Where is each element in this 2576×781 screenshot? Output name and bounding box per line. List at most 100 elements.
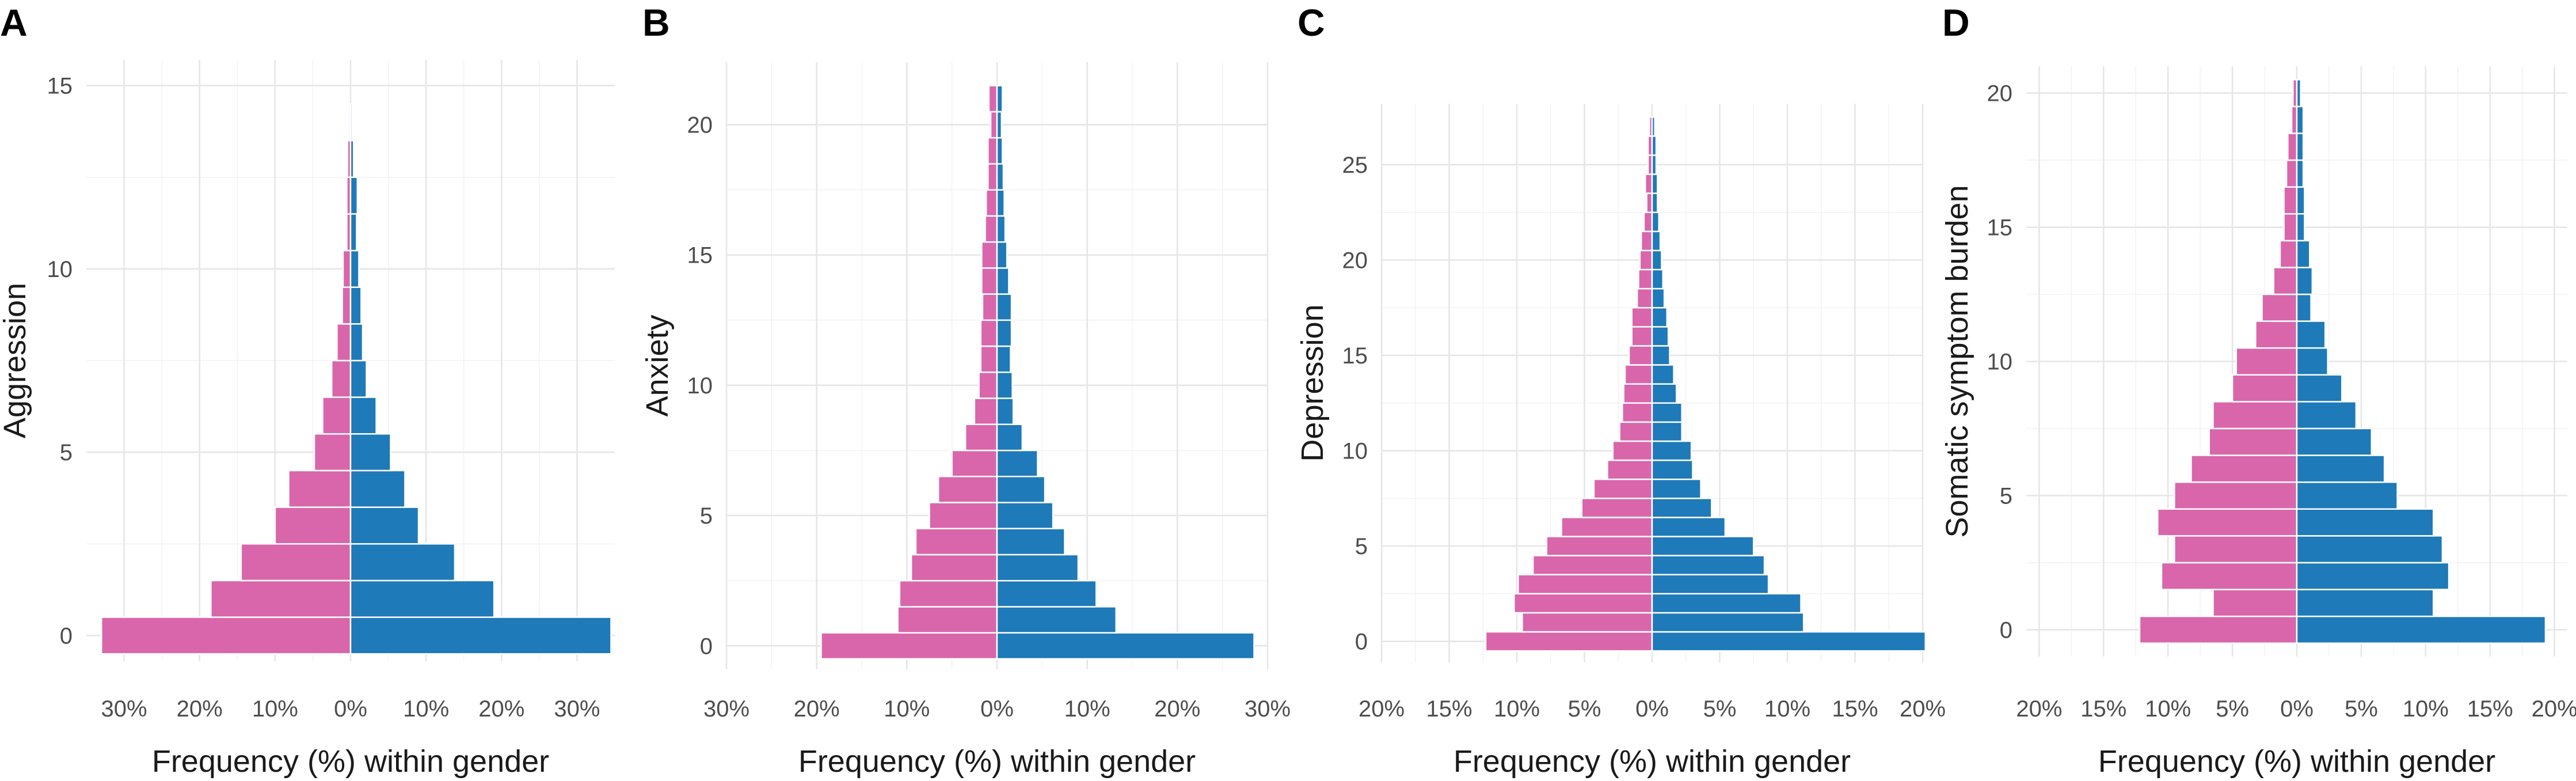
bar-male [2296,293,2312,322]
bar-male [2296,267,2314,295]
x-tick-label: 10% [884,696,930,722]
bar-female [2279,240,2298,268]
bar-female [1513,593,1653,614]
bar-male [1651,116,1656,137]
bar-male [1651,593,1802,614]
x-tick-label: 20% [794,696,840,722]
x-tick-label: 15% [2080,696,2126,722]
y-tick-label: 5 [2000,483,2012,509]
bar-female [100,616,352,655]
bar-male [1651,211,1660,233]
bar-female [981,267,998,295]
y-tick-label: 0 [700,634,713,659]
y-tick-label: 15 [687,243,713,268]
bar-female [2208,427,2298,456]
x-tick-label: 20% [1900,696,1946,722]
x-tick-label: 30% [101,696,147,722]
x-tick-label: 10% [252,696,298,722]
x-tick-label: 30% [554,696,600,722]
bar-male [1651,173,1658,194]
bar-female [1532,555,1653,575]
x-tick-label: 0% [334,696,367,722]
bar-female [990,111,998,139]
bar-male [2296,481,2398,510]
y-tick-label: 25 [1342,153,1368,178]
x-axis-title: Frequency (%) within gender [2098,744,2495,779]
bar-male [1651,268,1664,290]
bar-female [1646,192,1653,213]
bar-female [2285,159,2298,188]
bar-male [2296,240,2311,268]
bar-male [2296,454,2385,483]
bar-male [2296,347,2328,376]
x-tick-label: 15% [1832,696,1878,722]
bar-male [1651,440,1692,461]
bar-female [1622,402,1653,423]
x-tick-label: 20% [2016,696,2062,722]
bar-male [996,215,1006,243]
bar-male [1651,459,1694,480]
y-tick-label: 5 [1355,534,1368,559]
x-tick-label: 10% [403,696,449,722]
x-tick-label: 15% [1426,696,1472,722]
bar-female [915,528,998,556]
bar-male [349,359,367,398]
bar-female [1628,345,1653,366]
bar-female [288,469,352,508]
panel-letter: B [642,1,670,44]
bar-male [349,213,357,252]
bar-male [349,176,359,215]
bar-male [1651,192,1658,213]
x-tick-label: 20% [478,696,524,722]
bar-female [1561,517,1653,537]
x-tick-label: 10% [1494,696,1540,722]
bar-male [996,397,1014,426]
bar-female [240,543,352,582]
bar-female [322,396,352,435]
bar-female [210,579,352,618]
bar-female [1612,440,1653,461]
bar-female [1631,326,1653,347]
x-tick-label: 15% [2467,696,2513,722]
bar-female [341,286,352,325]
bar-male [1651,230,1661,252]
bar-male [1651,135,1657,156]
bar-male [2296,213,2305,242]
bar-male [996,449,1038,477]
bar-male [2296,589,2434,617]
bar-male [996,632,1255,660]
bar-female [1546,536,1653,556]
bar-female [964,423,998,452]
bar-male [349,579,495,618]
bar-female [987,137,998,165]
x-tick-label: 10% [2403,696,2449,722]
bar-female [1485,631,1653,652]
y-tick-label: 0 [2000,617,2012,643]
bar-female [2283,213,2298,242]
bar-male [996,319,1013,347]
bar-male [996,476,1046,503]
y-tick-label: 15 [1342,343,1368,369]
bar-female [2273,267,2298,295]
bar-male [996,267,1010,295]
y-tick-label: 0 [60,623,73,649]
bar-male [1651,326,1669,347]
y-tick-label: 15 [47,74,73,99]
bar-male [2296,132,2304,161]
panel-c: 20% 15% 10% 5% 0% 5% 10% 15% 20% 0 5 10 15 20 25 Freque… [1295,1,1946,779]
bar-female [2174,535,2298,564]
bar-female [985,189,998,217]
bar-male [996,137,1003,165]
bar-female [1645,173,1653,194]
bar-male [1651,574,1770,595]
bar-male [1651,345,1671,366]
bar-female [1640,230,1653,252]
bar-female [1638,268,1653,290]
bar-male [2296,186,2305,215]
bar-male [2296,159,2304,188]
bar-male [1651,402,1683,423]
x-tick-label: 10% [2145,696,2191,722]
bar-male [1651,631,1926,652]
bar-female [980,345,998,373]
bar-female [1623,383,1653,404]
